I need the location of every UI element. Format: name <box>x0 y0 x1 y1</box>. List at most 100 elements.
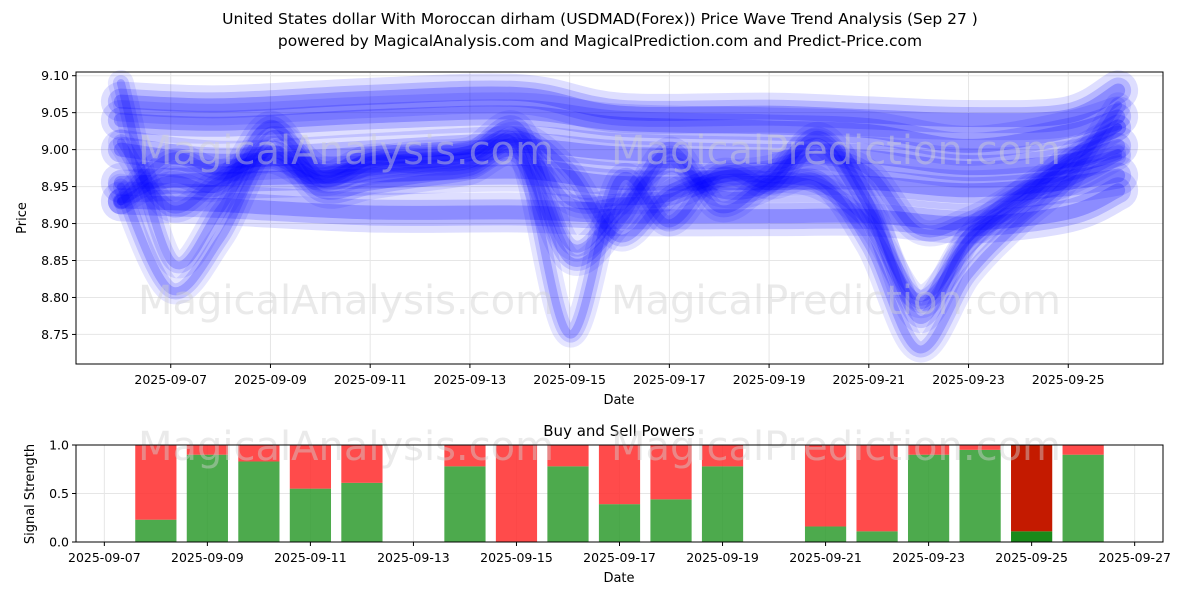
buy-bar-2025-09-12 <box>341 482 383 542</box>
sell-bar-2025-09-19 <box>701 445 744 467</box>
series-upper-band-stroke-0 <box>100 70 1139 141</box>
sell-bar-2025-09-11 <box>289 445 332 489</box>
series-upper-band-stroke-1 <box>107 77 1132 134</box>
buy-bar-2025-09-21 <box>804 526 847 542</box>
price-y-tick-label: 9.00 <box>41 142 69 157</box>
buy-sell-x-tick-label: 2025-09-19 <box>686 550 759 565</box>
buy-bar-2025-09-24 <box>959 449 1001 542</box>
watermark-prediction-top-2: MagicalPrediction.com <box>611 128 1061 174</box>
buy-sell-x-tick-label: 2025-09-21 <box>789 550 862 565</box>
series-wave-5-stroke-0 <box>107 114 1132 318</box>
sell-bar-2025-09-14 <box>444 445 486 467</box>
buy-sell-x-tick-label: 2025-09-11 <box>274 550 347 565</box>
series-wave-5-stroke-1 <box>112 119 1127 313</box>
sell-bar-2025-09-24 <box>959 445 1001 450</box>
series-wave-4-stroke-1 <box>112 75 1127 358</box>
price-x-tick-label: 2025-09-07 <box>134 372 207 387</box>
watermark-analysis-top: MagicalAnalysis.com <box>138 278 554 324</box>
price-x-tick-label: 2025-09-25 <box>1032 372 1105 387</box>
buy-sell-x-tick-label: 2025-09-15 <box>480 550 553 565</box>
sell-bar-2025-09-18 <box>650 445 692 500</box>
buy-sell-x-axis-label: Date <box>603 571 634 586</box>
buy-sell-y-axis-label: Signal Strength <box>23 444 38 544</box>
series-mid-lower-band-stroke-2 <box>113 164 1126 198</box>
sell-bar-2025-09-10 <box>238 445 280 462</box>
buy-bar-2025-09-16 <box>547 466 589 542</box>
series-mid-lower-band-stroke-1 <box>107 158 1132 204</box>
buy-bar-2025-09-09 <box>186 454 228 542</box>
sell-bar-2025-09-17 <box>598 445 641 505</box>
price-grid <box>76 72 1163 364</box>
sell-bar-2025-09-22 <box>856 445 898 532</box>
buy-sell-y-tick-label: 1.0 <box>49 438 69 453</box>
series-wave-2-stroke-2 <box>116 137 1123 302</box>
buy-sell-x-tick-label: 2025-09-09 <box>171 550 244 565</box>
chart-title-line2: powered by MagicalAnalysis.com and Magic… <box>277 32 923 50</box>
series-mid-upper-band-stroke-0 <box>100 92 1139 166</box>
price-y-tick-label: 9.05 <box>41 105 69 120</box>
series-lower-band-stroke-2 <box>113 183 1126 231</box>
series-wave-1-stroke-2 <box>116 130 1123 243</box>
buy-sell-x-tick-label: 2025-09-23 <box>892 550 965 565</box>
price-y-tick-label: 8.90 <box>41 216 69 231</box>
price-x-axis-label: Date <box>603 393 634 408</box>
sell-bar-2025-09-15 <box>495 445 538 542</box>
watermark-analysis-bottom: MagicalAnalysis.com <box>138 424 554 470</box>
price-x-tick-label: 2025-09-17 <box>633 372 706 387</box>
price-y-tick-label: 8.85 <box>41 253 69 268</box>
price-x-tick-label: 2025-09-13 <box>434 372 507 387</box>
price-x-tick-label: 2025-09-23 <box>932 372 1005 387</box>
buy-bar-2025-09-08 <box>135 519 177 542</box>
sell-bar-2025-09-12 <box>341 445 383 483</box>
buy-bar-2025-09-11 <box>289 488 332 542</box>
buy-sell-x-tick-label: 2025-09-13 <box>377 550 450 565</box>
price-x-tick-label: 2025-09-09 <box>234 372 307 387</box>
buy-bar-2025-09-18 <box>650 499 692 542</box>
buy-bar-2025-09-26 <box>1062 454 1104 542</box>
sell-bar-2025-09-16 <box>547 445 589 467</box>
series-mid-upper-band-stroke-2 <box>113 105 1126 153</box>
sell-bar-2025-09-25 <box>1011 445 1053 532</box>
buy-sell-x-tick-label: 2025-09-17 <box>583 550 656 565</box>
watermark-prediction-bottom: MagicalPrediction.com <box>611 424 1061 470</box>
series-wave-1-stroke-1 <box>112 126 1127 247</box>
sell-bar-2025-09-21 <box>804 445 847 527</box>
chart-title-line1: United States dollar With Moroccan dirha… <box>222 10 978 28</box>
buy-sell-x-tick-label: 2025-09-27 <box>1098 550 1171 565</box>
buy-sell-title: Buy and Sell Powers <box>543 422 695 440</box>
sell-bar-2025-09-08 <box>135 445 177 520</box>
price-axis-ticks: 2025-09-07 2025-09-09 2025-09-11 2025-09-13… <box>41 68 1104 387</box>
buy-bar-2025-09-22 <box>856 531 898 542</box>
buy-sell-y-tick-label: 0.5 <box>49 486 69 501</box>
price-y-tick-label: 8.80 <box>41 290 69 305</box>
series-wave-1-stroke-0 <box>107 121 1132 252</box>
series-wave-3-stroke-0 <box>107 110 1132 333</box>
buy-bar-2025-09-10 <box>238 461 280 542</box>
sell-bar-2025-09-23 <box>907 445 950 455</box>
buy-bar-2025-09-19 <box>701 466 744 542</box>
series-wave-2-stroke-0 <box>107 128 1132 311</box>
price-plot-area <box>76 72 1163 364</box>
price-y-tick-label: 9.10 <box>41 68 69 83</box>
series-mid-band-stroke-0 <box>100 125 1139 189</box>
series-lower-band-stroke-0 <box>100 170 1139 244</box>
series-mid-upper-band-stroke-1 <box>107 99 1132 159</box>
buy-bar-2025-09-14 <box>444 466 486 542</box>
series-wave-4-stroke-2 <box>116 79 1123 354</box>
series-wave-4-stroke-0 <box>107 70 1132 363</box>
sell-bar-2025-09-26 <box>1062 445 1104 455</box>
price-x-tick-label: 2025-09-15 <box>533 372 606 387</box>
price-x-tick-label: 2025-09-11 <box>334 372 407 387</box>
buy-bar-2025-09-25 <box>1011 531 1053 542</box>
price-plot-frame <box>75 71 1164 365</box>
series-mid-lower-band-stroke-0 <box>100 151 1139 211</box>
price-y-axis-label: Price <box>15 202 30 234</box>
price-waves <box>100 70 1139 363</box>
watermark-analysis-top-2: MagicalAnalysis.com <box>138 128 554 174</box>
watermark-prediction-top: MagicalPrediction.com <box>611 278 1061 324</box>
series-mid-band-stroke-2 <box>113 138 1126 176</box>
series-upper-band-stroke-2 <box>113 83 1126 128</box>
sell-bar-2025-09-09 <box>186 445 228 455</box>
